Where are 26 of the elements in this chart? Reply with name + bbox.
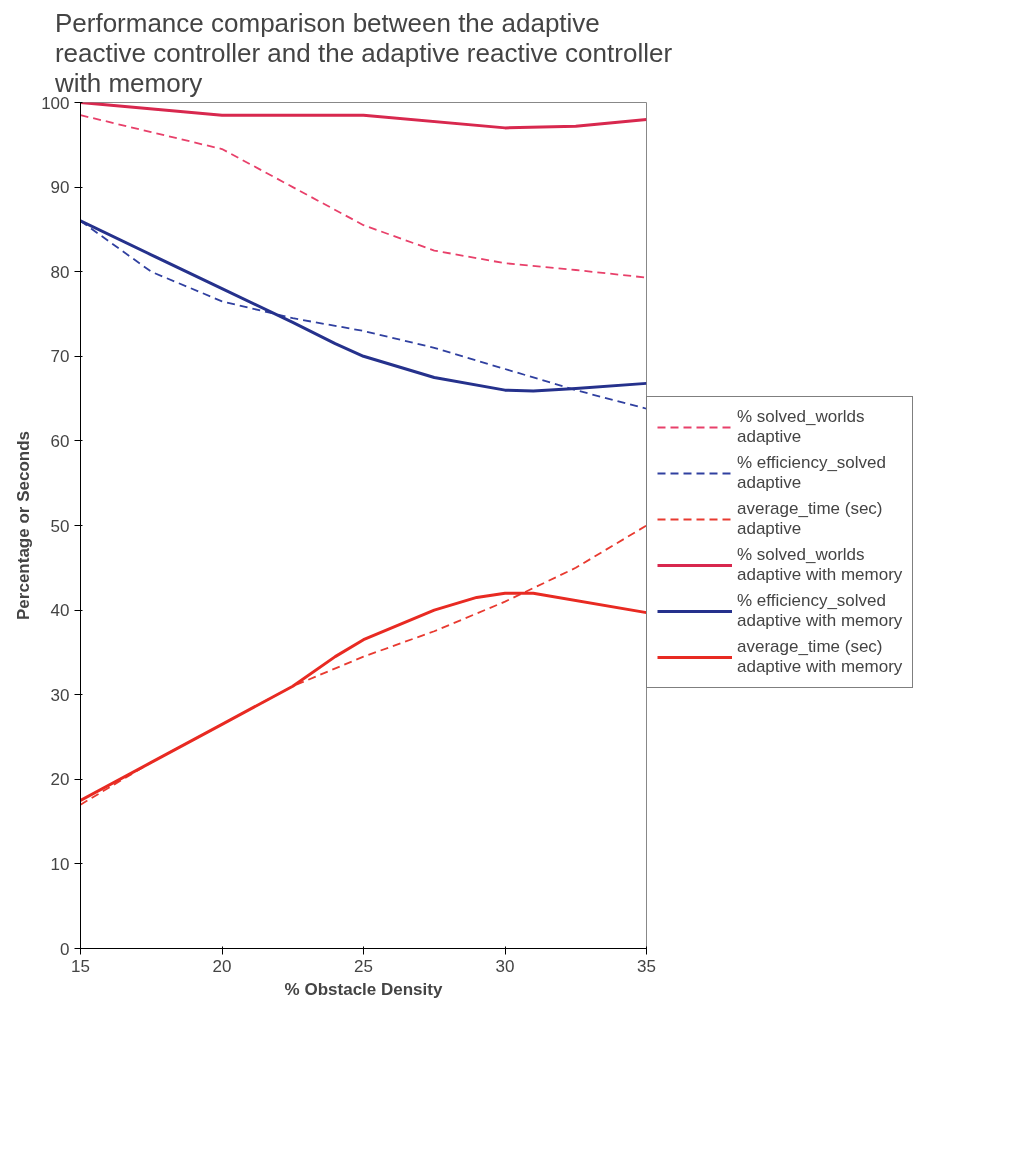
y-tick-label: 30 xyxy=(50,685,70,705)
line-series xyxy=(80,591,647,802)
legend-label: average_time (sec) adaptive xyxy=(737,499,883,539)
y-tick-label: 50 xyxy=(50,516,70,536)
y-tick-label: 10 xyxy=(50,854,70,874)
y-axis-title: Percentage or Seconds xyxy=(14,431,34,620)
legend-label: % solved_worlds adaptive xyxy=(737,407,865,447)
y-tick-label: 20 xyxy=(50,770,70,790)
x-tick-label: 15 xyxy=(71,956,90,976)
y-tick-label: 80 xyxy=(50,262,70,282)
x-axis-title: % Obstacle Density xyxy=(284,979,443,999)
legend-label: % efficiency_solved adaptive with memory xyxy=(737,591,903,631)
legend-label: % efficiency_solved adaptive xyxy=(737,453,886,493)
legend-label: % solved_worlds adaptive with memory xyxy=(737,545,903,585)
line-series xyxy=(80,114,647,279)
x-tick-label: 35 xyxy=(637,956,656,976)
line-series xyxy=(80,102,647,130)
y-tick-label: 40 xyxy=(50,601,70,621)
y-tick-label: 60 xyxy=(50,431,70,451)
x-tick-label: 30 xyxy=(495,956,515,976)
x-tick-label: 20 xyxy=(212,956,232,976)
y-tick-label: 70 xyxy=(50,347,70,367)
y-tick-label: 90 xyxy=(50,178,70,198)
x-tick-label: 25 xyxy=(354,956,373,976)
y-tick-label: 0 xyxy=(60,939,70,959)
legend-label: average_time (sec) adaptive with memory xyxy=(737,637,903,677)
